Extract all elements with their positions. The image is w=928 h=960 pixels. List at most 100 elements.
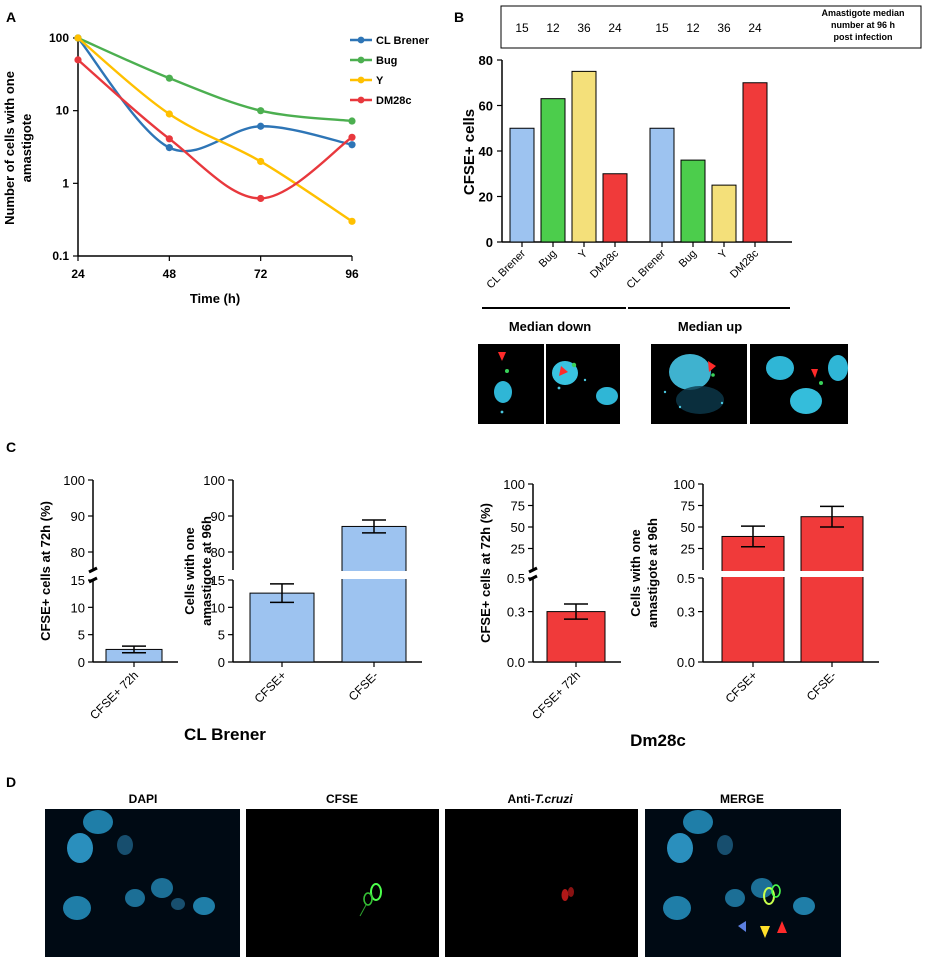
- c-y-tick-label: 0.0: [677, 655, 695, 670]
- a-point-y: [165, 110, 173, 118]
- a-legend-label-bug: Bug: [376, 55, 397, 67]
- d-title-tcruzi-italic: T.cruzi: [535, 792, 573, 806]
- c-y-tick-label: 10: [211, 600, 225, 615]
- c-y-tick-label: 0.5: [507, 571, 525, 586]
- b-group-label-down: Median down: [509, 319, 591, 334]
- b-micrograph-4-arrow-icon: [811, 369, 818, 378]
- c-y-axis-title-line2: amastigote at 96h: [645, 518, 660, 628]
- c-y-axis-title: Cells with one amastigote at 96h: [182, 516, 214, 626]
- a-y-tick-label: 100: [49, 31, 69, 45]
- b-median-value: 15: [655, 21, 669, 35]
- a-legend-label-y: Y: [376, 75, 384, 87]
- b-bar-g2-bug: [680, 159, 706, 243]
- c-y-tick-label: 0: [78, 655, 85, 670]
- a-x-tick-label: 24: [71, 267, 85, 281]
- c-chart-4: 0.0 0.3 0.5 25 50 75 100 CFSE+ CFSE- Cells with o…: [628, 477, 880, 706]
- a-legend-label-dm28c: DM28c: [376, 95, 411, 107]
- b-bar-g1-bug: [540, 98, 566, 243]
- a-y-axis-title-line1: Number of cells with one: [2, 71, 17, 225]
- c-axis-break-gap: [700, 571, 880, 577]
- a-series-line-cl-brener: [77, 37, 353, 153]
- b-x-tick-label: Bug: [537, 248, 559, 270]
- c-y-tick-label: 5: [78, 628, 85, 643]
- a-series-line-dm28c: [77, 58, 353, 200]
- c-chart-2: 0 5 10 15 80 90 100 CFSE+ CFSE- Cells with one ama…: [182, 473, 423, 706]
- d-image-merge: [645, 809, 841, 957]
- b-group-label-up: Median up: [678, 319, 742, 334]
- panel-label-b: B: [454, 9, 464, 25]
- a-x-tick-label: 72: [254, 267, 268, 281]
- a-x-tick-label: 48: [163, 267, 177, 281]
- a-legend-marker-bug: [357, 56, 365, 64]
- c-y-tick-label: 100: [503, 477, 525, 492]
- b-header-line2: number at 96 h: [831, 20, 895, 30]
- b-micrograph-3-arrow-icon: [708, 361, 716, 372]
- c-y-tick-label: 80: [71, 545, 85, 560]
- c-bar-cfse-72h: [546, 611, 606, 663]
- b-bar-g2-dm28c: [742, 82, 768, 243]
- a-point-dm28c: [74, 56, 82, 64]
- a-point-dm28c: [165, 135, 173, 143]
- c-x-tick-label: CFSE+: [723, 668, 760, 705]
- panel-label-d: D: [6, 774, 16, 790]
- c-y-axis-title: CFSE+ cells at 72h (%): [478, 503, 493, 643]
- b-bar-g2-y: [711, 184, 737, 243]
- c-y-tick-label: 100: [63, 473, 85, 488]
- c-x-tick-label: CFSE+ 72h: [87, 668, 141, 722]
- b-median-value: 24: [608, 21, 622, 35]
- d-title-anti-text: Anti-: [507, 792, 534, 806]
- a-legend-marker-dm28c: [357, 96, 365, 104]
- c-y-tick-label: 100: [673, 477, 695, 492]
- c-chart-1: 0 5 10 15 80 90 100 CFSE+ 72h CFSE+ cells at 72h…: [38, 473, 178, 722]
- c-y-axis-title-line2: amastigote at 96h: [199, 516, 214, 626]
- a-point-dm28c: [348, 133, 356, 141]
- c-x-tick-label: CFSE-: [346, 668, 381, 703]
- c-x-tick-label: CFSE-: [804, 668, 839, 703]
- c-y-tick-label: 0.3: [507, 605, 525, 620]
- c-y-tick-label: 75: [681, 499, 695, 514]
- b-median-value: 12: [546, 21, 560, 35]
- b-median-value: 24: [748, 21, 762, 35]
- b-micrograph-2-arrow-icon: [559, 366, 568, 376]
- b-header-line1: Amastigote median: [821, 8, 904, 18]
- b-x-tick-label: Y: [716, 247, 730, 261]
- c-y-tick-label: 90: [71, 509, 85, 524]
- d-title-dapi: DAPI: [129, 792, 158, 806]
- c-y-tick-label: 0: [218, 655, 225, 670]
- d-title-cfse: CFSE: [326, 792, 358, 806]
- a-point-cl-brener: [165, 144, 173, 152]
- b-micrograph-2: [546, 344, 620, 424]
- b-y-tick-label: 60: [479, 99, 493, 114]
- b-bar-g1-y: [571, 70, 597, 243]
- d-image-dapi: [45, 809, 240, 957]
- a-point-y: [257, 157, 265, 166]
- a-series-line-bug: [77, 36, 353, 123]
- c-y-tick-label: 50: [681, 520, 695, 535]
- b-bar-g1-dm28c: [602, 173, 628, 243]
- c-axis-break-mark: [88, 566, 98, 574]
- b-micrograph-1-arrow-icon: [498, 352, 506, 361]
- a-point-y: [74, 34, 82, 42]
- b-micrograph-3: [651, 344, 747, 424]
- b-y-tick-label: 40: [479, 144, 493, 159]
- b-x-tick-label: CL Brener: [484, 247, 528, 291]
- b-x-tick-label: Bug: [677, 248, 699, 270]
- c-y-axis-title: CFSE+ cells at 72h (%): [38, 501, 53, 641]
- a-legend-marker-y: [357, 76, 365, 84]
- c-y-tick-label: 15: [211, 573, 225, 588]
- a-legend-marker-cl-brener: [357, 36, 365, 44]
- a-series-line-y: [77, 37, 353, 223]
- b-micrograph-4: [750, 344, 848, 424]
- a-point-dm28c: [257, 194, 265, 203]
- a-point-bug: [348, 117, 356, 125]
- c-bar-cfse-: [721, 535, 785, 663]
- panel-b-bar-chart: 15 12 36 24 15 12 36 24 Amastigote median numbe…: [461, 5, 922, 424]
- c-axis-break-gap: [230, 571, 423, 579]
- a-x-axis-title: Time (h): [190, 291, 240, 306]
- d-title-anti-tcruzi: Anti-T.cruzi: [507, 792, 573, 806]
- c-bar-cfse-: [341, 525, 407, 663]
- a-point-cl-brener: [348, 141, 356, 149]
- c-y-tick-label: 100: [203, 473, 225, 488]
- panel-a-line-chart: 0.1 1 10 100 24 48 72 96 Time (h) Number of ce…: [2, 31, 430, 306]
